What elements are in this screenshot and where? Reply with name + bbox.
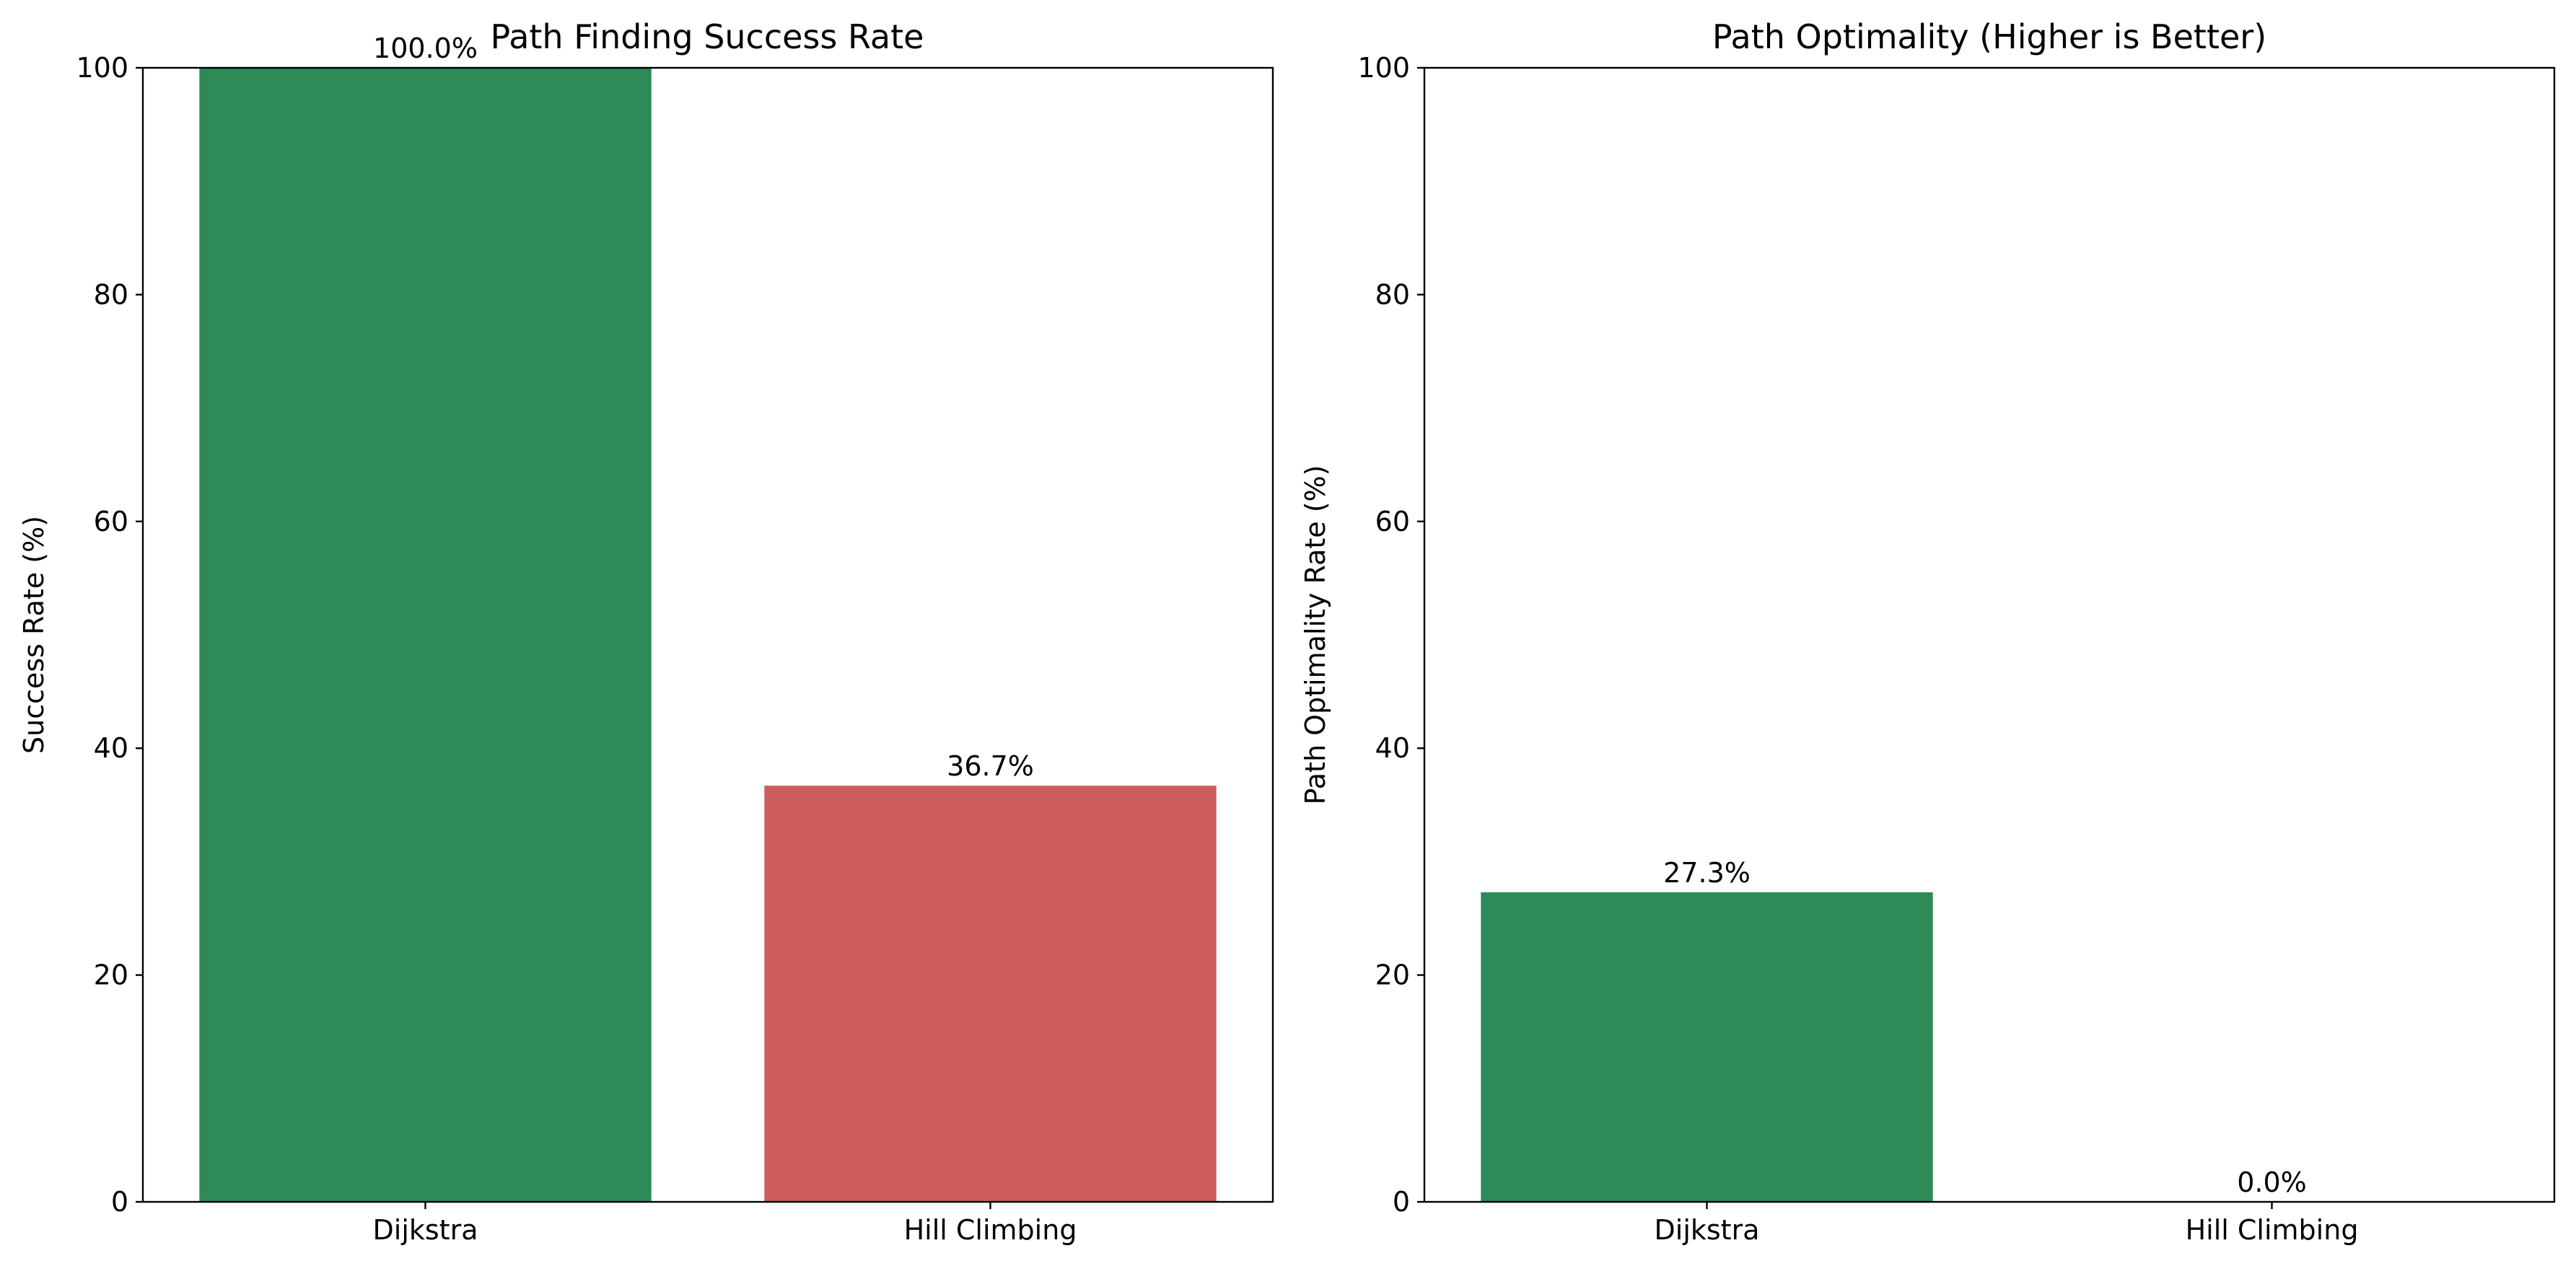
y-tick-label: 40 bbox=[1375, 732, 1410, 764]
y-tick-label: 60 bbox=[1375, 506, 1410, 537]
chart-title: Path Finding Success Rate bbox=[491, 17, 924, 56]
data-label-dijkstra: 27.3% bbox=[1663, 857, 1751, 889]
data-labels-layer: 27.3% 0.0% bbox=[1663, 857, 2307, 1198]
bars-layer bbox=[199, 68, 1217, 1202]
chart-title: Path Optimality (Higher is Better) bbox=[1712, 17, 2266, 56]
y-tick-label: 80 bbox=[94, 278, 128, 310]
path-optimality-chart: Path Optimality (Higher is Better) Path … bbox=[1300, 17, 2556, 1246]
y-axis-label: Path Optimality Rate (%) bbox=[1300, 465, 1331, 805]
x-tick-label-dijkstra: Dijkstra bbox=[1655, 1214, 1760, 1246]
plot-area-frame bbox=[141, 66, 1274, 1203]
data-label-hill-climbing: 0.0% bbox=[2237, 1167, 2307, 1198]
x-tick-label-dijkstra: Dijkstra bbox=[373, 1214, 478, 1246]
x-tick-label-hill-climbing: Hill Climbing bbox=[904, 1214, 1077, 1246]
y-tick-label: 60 bbox=[94, 506, 128, 537]
y-axis-label: Success Rate (%) bbox=[18, 516, 50, 754]
y-tick-label: 0 bbox=[1393, 1186, 1410, 1218]
plot-area-frame bbox=[1423, 66, 2556, 1203]
x-tick-label-hill-climbing: Hill Climbing bbox=[2186, 1214, 2359, 1246]
y-tick-label: 40 bbox=[94, 732, 128, 764]
ticks-layer: Dijkstra Hill Climbing 0 20 40 60 80 100 bbox=[1357, 52, 2358, 1246]
y-tick-label: 100 bbox=[76, 52, 128, 84]
y-tick-label: 80 bbox=[1375, 278, 1410, 310]
y-tick-label: 0 bbox=[111, 1186, 128, 1218]
data-labels-layer: 100.0% 36.7% bbox=[373, 32, 1034, 782]
data-label-hill-climbing: 36.7% bbox=[947, 750, 1034, 782]
y-tick-label: 20 bbox=[1375, 959, 1410, 991]
success-rate-chart: Path Finding Success Rate Success Rate (… bbox=[18, 17, 1274, 1246]
bar-hill-climbing bbox=[764, 786, 1217, 1202]
bar-dijkstra bbox=[199, 68, 652, 1202]
ticks-layer: Dijkstra Hill Climbing 0 20 40 60 80 100 bbox=[76, 52, 1077, 1246]
y-tick-label: 100 bbox=[1357, 52, 1410, 84]
bars-layer bbox=[1481, 892, 1933, 1202]
y-tick-label: 20 bbox=[94, 959, 128, 991]
data-label-dijkstra: 100.0% bbox=[373, 32, 478, 64]
bar-dijkstra bbox=[1481, 892, 1933, 1202]
